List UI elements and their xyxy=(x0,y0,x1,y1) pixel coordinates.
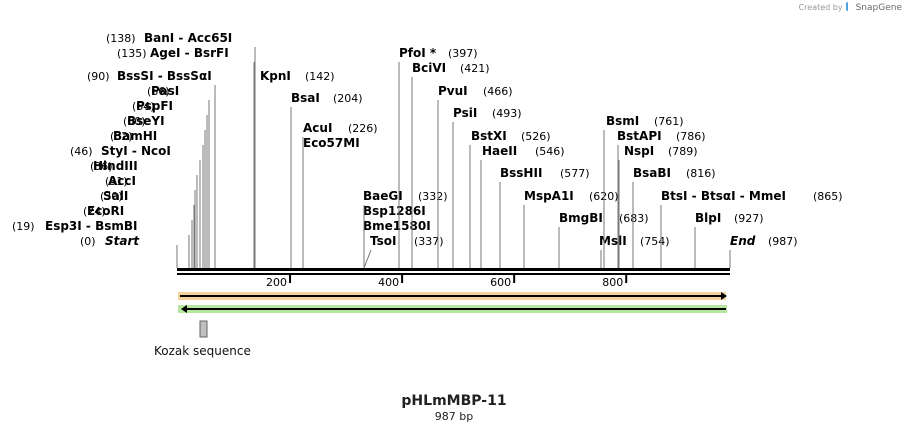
site-name-20: Bsp1286I xyxy=(363,204,426,218)
site-name-1: Esp3I - BsmBI xyxy=(45,219,137,233)
site-name-24: PvuI xyxy=(438,84,468,98)
site-position-38: (987) xyxy=(768,235,798,248)
site-position-11: (90) xyxy=(87,70,110,83)
feature-kozak-box xyxy=(199,320,208,338)
site-position-37: (927) xyxy=(734,212,764,225)
snapgene-credit: Created by SnapGene xyxy=(799,2,902,13)
site-name-7: BamHI xyxy=(113,129,157,143)
site-name-16: AcuI xyxy=(303,121,332,135)
site-name-34: NspI xyxy=(624,144,654,158)
orf-reverse-arrowhead xyxy=(181,305,187,313)
site-name-2: EcoRI xyxy=(87,204,124,218)
site-name-3: SalI xyxy=(103,189,128,203)
site-name-35: BsaBI xyxy=(633,166,671,180)
site-position-18: (337) xyxy=(414,235,444,248)
orf-forward-arrowhead xyxy=(721,292,727,300)
site-name-4: AccI xyxy=(108,174,136,188)
site-position-10: (66) xyxy=(147,85,170,98)
backbone-top-strand xyxy=(177,268,730,271)
backbone-bottom-strand xyxy=(177,273,730,275)
site-name-9: PspFI xyxy=(136,99,173,113)
site-name-31: MslI xyxy=(599,234,627,248)
snapgene-logo-icon xyxy=(845,2,854,11)
site-position-13: (138) xyxy=(106,32,136,45)
site-position-8: (60) xyxy=(123,115,146,128)
site-position-31: (754) xyxy=(640,235,670,248)
site-position-23: (421) xyxy=(460,62,490,75)
site-position-3: (30) xyxy=(100,190,123,203)
site-name-36: BtsI - BtsαI - MmeI xyxy=(661,189,786,203)
site-name-18: TsoI xyxy=(370,234,396,248)
ruler-tick-label: 400 xyxy=(378,276,399,289)
site-position-15: (204) xyxy=(333,92,363,105)
site-position-0: (0) xyxy=(80,235,96,248)
site-position-12: (135) xyxy=(117,47,147,60)
site-name-26: BstXI xyxy=(471,129,507,143)
site-name-32: BsmI xyxy=(606,114,639,128)
site-position-24: (466) xyxy=(483,85,513,98)
site-name-11: BssSI - BssSαI xyxy=(117,69,212,83)
site-name-10: PasI xyxy=(151,84,179,98)
site-name-33: BstAPI xyxy=(617,129,662,143)
site-name-22: PfoI * xyxy=(399,46,437,60)
site-name-8: BseYI xyxy=(127,114,165,128)
site-position-4: (31) xyxy=(105,175,128,188)
site-name-38: End xyxy=(730,234,756,248)
ruler-tick-label: 200 xyxy=(266,276,287,289)
credit-brand: SnapGene xyxy=(855,3,902,13)
site-position-9: (64) xyxy=(132,100,155,113)
site-position-27: (546) xyxy=(535,145,565,158)
site-position-6: (46) xyxy=(70,145,93,158)
site-position-22: (397) xyxy=(448,47,478,60)
site-name-12: AgeI - BsrFI xyxy=(150,46,229,60)
plasmid-length: 987 bp xyxy=(434,410,474,423)
credit-prefix: Created by xyxy=(798,3,843,12)
site-name-6: StyI - NcoI xyxy=(101,144,171,158)
site-name-30: BmgBI xyxy=(559,211,603,225)
site-name-27: HaeII xyxy=(482,144,517,158)
site-name-15: BsaI xyxy=(291,91,320,105)
site-position-14: (142) xyxy=(305,70,335,83)
site-name-37: BlpI xyxy=(695,211,721,225)
site-position-35: (816) xyxy=(686,167,716,180)
site-position-21: (332) xyxy=(418,190,448,203)
site-position-34: (789) xyxy=(668,145,698,158)
site-position-26: (526) xyxy=(521,130,551,143)
site-position-33: (786) xyxy=(676,130,706,143)
site-position-36: (865) xyxy=(813,190,843,203)
site-position-32: (761) xyxy=(654,115,684,128)
site-name-0: Start xyxy=(105,234,140,248)
feature-label-kozak: Kozak sequence xyxy=(154,344,251,358)
site-position-25: (493) xyxy=(492,107,522,120)
site-name-14: KpnI xyxy=(260,69,291,83)
site-position-7: (52) xyxy=(110,130,133,143)
site-name-28: BssHII xyxy=(500,166,542,180)
site-name-25: PsiI xyxy=(453,106,477,120)
site-position-1: (19) xyxy=(12,220,35,233)
site-name-17: Eco57MI xyxy=(303,136,360,150)
site-name-29: MspA1I xyxy=(524,189,574,203)
plasmid-name: pHLmMBP-11 xyxy=(401,393,507,409)
site-connector xyxy=(363,249,372,269)
site-name-19: Bme1580I xyxy=(363,219,431,233)
site-position-30: (683) xyxy=(619,212,649,225)
site-name-23: BciVI xyxy=(412,61,446,75)
site-position-28: (577) xyxy=(560,167,590,180)
site-name-5: HindIII xyxy=(93,159,138,173)
ruler-tick-label: 600 xyxy=(490,276,511,289)
site-name-21: BaeGI xyxy=(363,189,403,203)
site-position-5: (36) xyxy=(90,160,113,173)
site-name-13: BanI - Acc65I xyxy=(144,31,232,45)
site-position-2: (24) xyxy=(83,205,106,218)
ruler-tick-label: 800 xyxy=(602,276,623,289)
site-position-16: (226) xyxy=(348,122,378,135)
